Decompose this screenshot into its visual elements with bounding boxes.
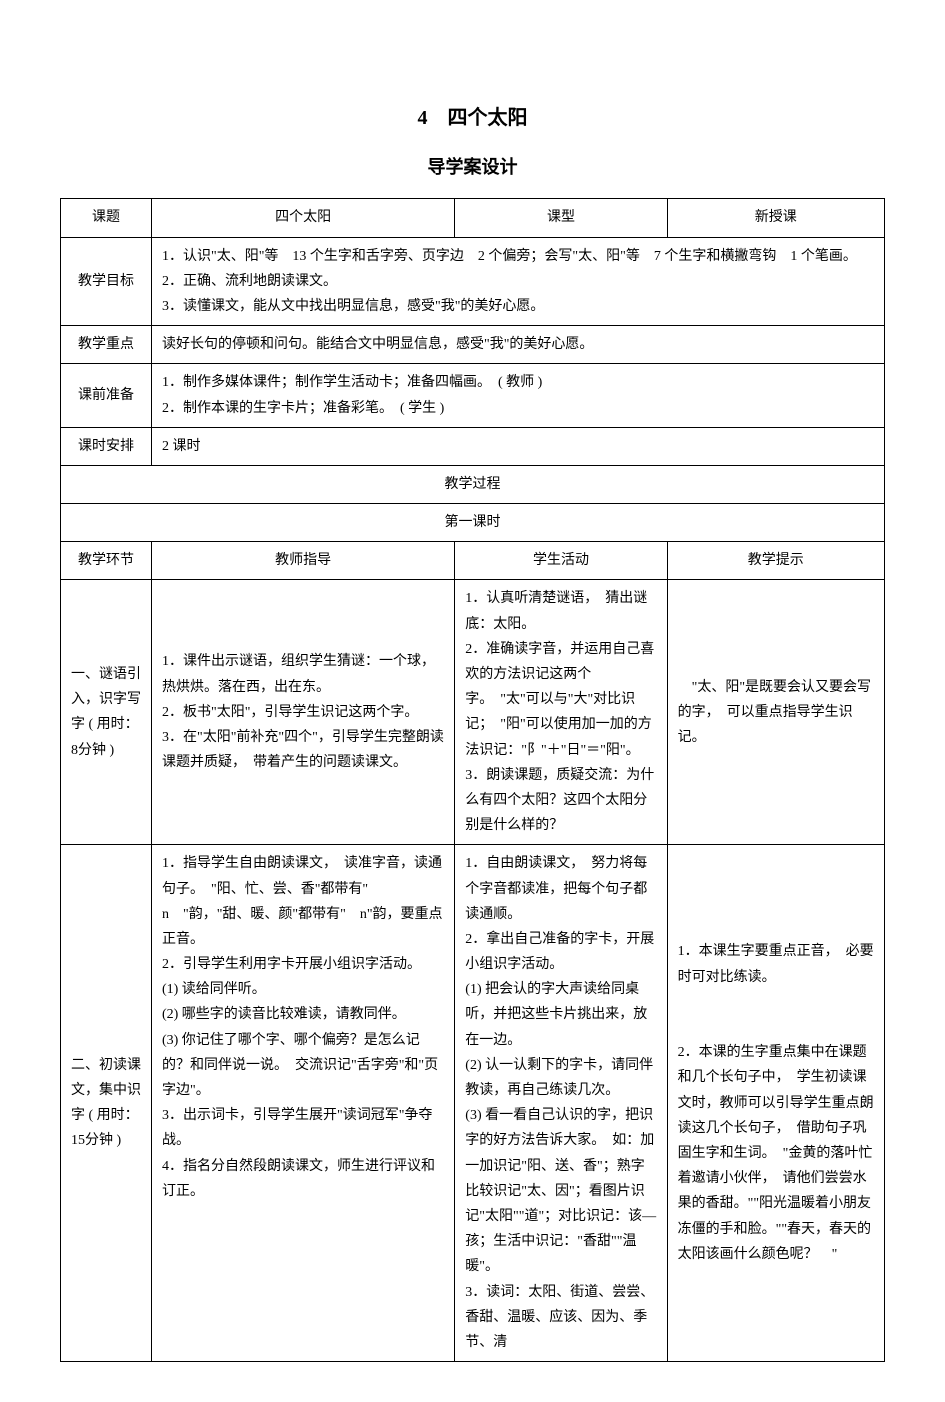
table-row: 第一课时 <box>61 504 885 542</box>
col-student-label: 学生活动 <box>455 542 667 580</box>
section2-tip: 1．本课生字要重点正音， 必要时可对比练读。 2．本课的生字重点集中在课题和几个… <box>667 845 884 1362</box>
col-tip-label: 教学提示 <box>667 542 884 580</box>
table-row: 教学重点 读好长句的停顿和问句。能结合文中明显信息，感受"我"的美好心愿。 <box>61 326 885 364</box>
main-title: 4 四个太阳 <box>60 100 885 136</box>
process-header: 教学过程 <box>61 465 885 503</box>
lesson1-header: 第一课时 <box>61 504 885 542</box>
header-type-label: 课型 <box>455 199 667 237</box>
time-text: 2 课时 <box>151 427 884 465</box>
table-row: 课前准备 1．制作多媒体课件；制作学生活动卡；准备四幅画。 ( 教师 ) 2．制… <box>61 364 885 427</box>
section1-label: 一、谜语引入，识字写字 ( 用时：8分钟 ) <box>61 580 152 845</box>
section2-label: 二、初读课文，集中识字 ( 用时：15分钟 ) <box>61 845 152 1362</box>
header-type-value: 新授课 <box>667 199 884 237</box>
lesson-plan-table: 课题 四个太阳 课型 新授课 教学目标 1．认识"太、阳"等 13 个生字和舌字… <box>60 198 885 1362</box>
table-row: 课时安排 2 课时 <box>61 427 885 465</box>
goal-label: 教学目标 <box>61 237 152 326</box>
table-row: 一、谜语引入，识字写字 ( 用时：8分钟 ) 1．课件出示谜语，组织学生猜谜：一… <box>61 580 885 845</box>
section2-student: 1．自由朗读课文， 努力将每个字音都读准，把每个句子都读通顺。 2．拿出自己准备… <box>455 845 667 1362</box>
header-topic-value: 四个太阳 <box>151 199 454 237</box>
section1-teacher: 1．课件出示谜语，组织学生猜谜：一个球，热烘烘。落在西，出在东。 2．板书"太阳… <box>151 580 454 845</box>
section1-tip: "太、阳"是既要会认又要会写的字， 可以重点指导学生识记。 <box>667 580 884 845</box>
header-topic-label: 课题 <box>61 199 152 237</box>
emphasis-label: 教学重点 <box>61 326 152 364</box>
col-link-label: 教学环节 <box>61 542 152 580</box>
time-label: 课时安排 <box>61 427 152 465</box>
table-row: 教学环节 教师指导 学生活动 教学提示 <box>61 542 885 580</box>
sub-title: 导学案设计 <box>60 151 885 183</box>
goal-text: 1．认识"太、阳"等 13 个生字和舌字旁、页字边 2 个偏旁；会写"太、阳"等… <box>151 237 884 326</box>
table-row: 教学过程 <box>61 465 885 503</box>
table-row: 二、初读课文，集中识字 ( 用时：15分钟 ) 1．指导学生自由朗读课文， 读准… <box>61 845 885 1362</box>
prep-text: 1．制作多媒体课件；制作学生活动卡；准备四幅画。 ( 教师 ) 2．制作本课的生… <box>151 364 884 427</box>
section2-teacher: 1．指导学生自由朗读课文， 读准字音，读通句子。 "阳、忙、尝、香"都带有" n… <box>151 845 454 1362</box>
table-row: 教学目标 1．认识"太、阳"等 13 个生字和舌字旁、页字边 2 个偏旁；会写"… <box>61 237 885 326</box>
section1-student: 1．认真听清楚谜语， 猜出谜底：太阳。 2．准确读字音，并运用自己喜欢的方法识记… <box>455 580 667 845</box>
emphasis-text: 读好长句的停顿和问句。能结合文中明显信息，感受"我"的美好心愿。 <box>151 326 884 364</box>
col-teacher-label: 教师指导 <box>151 542 454 580</box>
table-row: 课题 四个太阳 课型 新授课 <box>61 199 885 237</box>
prep-label: 课前准备 <box>61 364 152 427</box>
